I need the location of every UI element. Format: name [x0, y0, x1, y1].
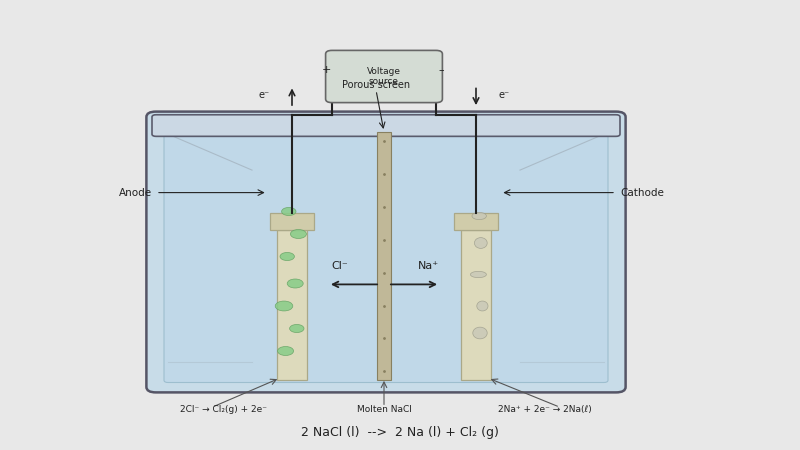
Circle shape	[290, 324, 304, 333]
Text: +: +	[322, 65, 331, 75]
Bar	[454, 213, 498, 230]
Text: Cathode: Cathode	[620, 188, 664, 198]
Text: Porous screen: Porous screen	[342, 80, 410, 90]
Circle shape	[287, 279, 303, 288]
Bar	[377, 132, 391, 380]
Bar	[277, 230, 307, 380]
Text: Voltage
source: Voltage source	[367, 67, 401, 86]
Text: Na⁺: Na⁺	[418, 261, 438, 271]
Text: Cl⁻: Cl⁻	[332, 261, 348, 271]
Text: 2 NaCl (l)  -->  2 Na (l) + Cl₂ (g): 2 NaCl (l) --> 2 Na (l) + Cl₂ (g)	[301, 426, 499, 439]
Ellipse shape	[472, 212, 486, 220]
Circle shape	[275, 301, 293, 311]
Text: Molten NaCl: Molten NaCl	[357, 405, 411, 414]
Circle shape	[282, 207, 296, 216]
FancyBboxPatch shape	[152, 115, 620, 136]
Ellipse shape	[473, 327, 487, 339]
FancyBboxPatch shape	[326, 50, 442, 103]
Text: 2Na⁺ + 2e⁻ → 2Na(ℓ): 2Na⁺ + 2e⁻ → 2Na(ℓ)	[498, 405, 592, 414]
Ellipse shape	[477, 301, 488, 311]
FancyBboxPatch shape	[164, 135, 608, 382]
Text: –: –	[438, 65, 445, 75]
Text: 2Cl⁻ → Cl₂(g) + 2e⁻: 2Cl⁻ → Cl₂(g) + 2e⁻	[180, 405, 267, 414]
Bar	[270, 213, 314, 230]
Text: e⁻: e⁻	[258, 90, 270, 99]
Circle shape	[280, 252, 294, 261]
Text: Anode: Anode	[119, 188, 152, 198]
Circle shape	[278, 346, 294, 356]
Circle shape	[290, 230, 306, 238]
Ellipse shape	[474, 238, 487, 248]
Text: e⁻: e⁻	[498, 90, 510, 99]
Bar	[461, 230, 491, 380]
FancyBboxPatch shape	[146, 112, 626, 392]
Ellipse shape	[470, 271, 486, 278]
